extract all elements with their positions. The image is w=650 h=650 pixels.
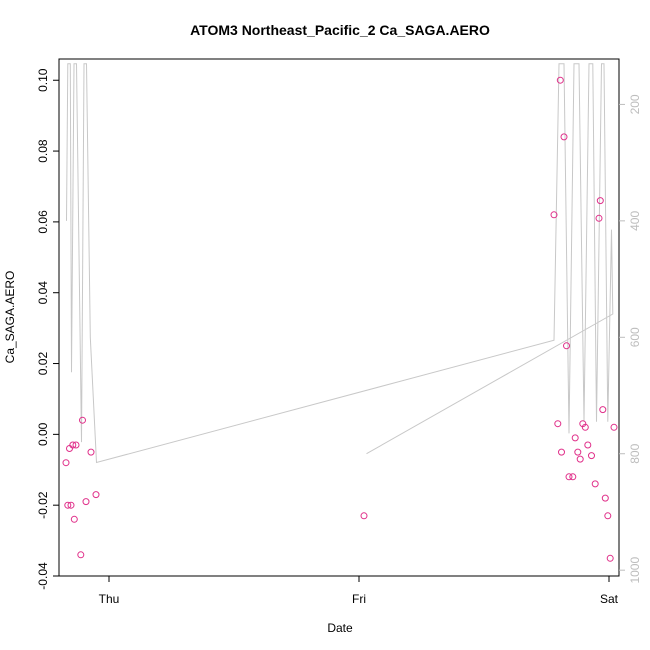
data-point <box>66 445 73 452</box>
data-point <box>610 423 618 431</box>
y-axis-label: Ca_SAGA.AERO <box>3 271 17 364</box>
data-point <box>560 133 568 141</box>
data-point <box>87 448 95 456</box>
data-point <box>571 434 579 442</box>
y-tick-label: -0.02 <box>36 491 50 519</box>
right-tick-label: 600 <box>628 327 642 347</box>
data-point <box>565 473 573 481</box>
axes-layer: -0.04 -0.02 0.00 0.02 0.04 0.06 0.08 0.10 Thu Fri… <box>36 58 642 606</box>
x-tick-label: Fri <box>352 592 366 606</box>
data-point <box>79 416 86 424</box>
data-point <box>588 452 595 460</box>
data-point <box>82 498 90 506</box>
right-tick-label: 400 <box>628 211 642 231</box>
right-tick-label: 200 <box>628 94 642 114</box>
plot-frame <box>58 58 620 577</box>
data-point <box>563 342 570 350</box>
pressure-line <box>66 63 614 464</box>
data-point <box>360 512 368 520</box>
x-tick-label: Sat <box>600 592 619 606</box>
data-point <box>554 420 562 428</box>
y-tick-label: 0.08 <box>36 139 50 163</box>
x-tick-label: Thu <box>99 592 120 606</box>
data-point <box>604 512 612 520</box>
data-point <box>62 459 70 467</box>
data-point <box>569 473 577 481</box>
data-point <box>67 501 75 509</box>
y-tick-label: 0.10 <box>36 68 50 92</box>
data-point <box>601 494 609 502</box>
data-point <box>591 480 599 488</box>
data-point <box>584 441 592 449</box>
data-point <box>574 448 582 456</box>
x-axis-label: Date <box>327 621 353 635</box>
data-point <box>69 441 77 449</box>
y-tick-label: 0.00 <box>36 422 50 446</box>
data-point <box>558 448 565 456</box>
data-point <box>550 211 558 219</box>
y-tick-label: 0.06 <box>36 210 50 234</box>
y-tick-label: -0.04 <box>36 562 50 590</box>
chart-title: ATOM3 Northeast_Pacific_2 Ca_SAGA.AERO <box>190 22 490 38</box>
right-tick-label: 1000 <box>628 557 642 584</box>
right-tick-label: 800 <box>628 443 642 463</box>
data-point <box>92 491 100 499</box>
data-point <box>77 551 85 559</box>
data-points-layer <box>62 76 618 562</box>
y-tick-label: 0.04 <box>36 281 50 305</box>
data-point <box>576 455 584 463</box>
pressure-line-layer <box>66 63 614 464</box>
data-point <box>72 441 80 449</box>
y-tick-label: 0.02 <box>36 352 50 376</box>
data-point <box>581 423 589 431</box>
data-point <box>606 554 614 562</box>
data-point <box>70 515 78 523</box>
data-point <box>64 501 72 509</box>
data-point <box>599 406 607 414</box>
data-point <box>595 214 603 222</box>
data-point <box>556 76 564 84</box>
data-point <box>596 197 604 205</box>
